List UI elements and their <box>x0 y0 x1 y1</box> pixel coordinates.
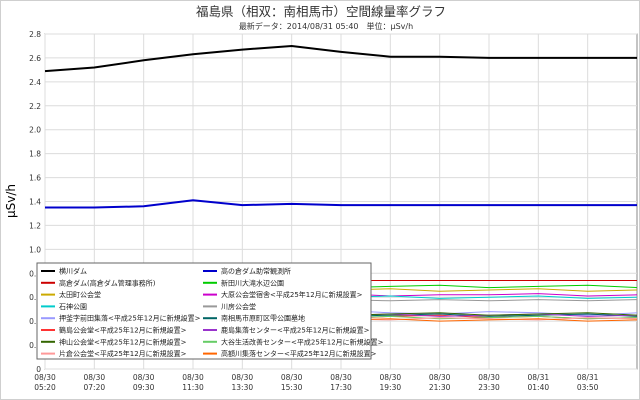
x-axis-ticks: 08/3005:2008/3007:2008/3009:3008/3011:30… <box>34 373 599 392</box>
legend-entry: 太田町公会堂 <box>59 290 101 299</box>
legend-entry: 大原公会堂宿舎<平成25年12月に新規設置> <box>221 290 363 299</box>
x-tick-date: 08/30 <box>84 373 106 382</box>
x-tick-time: 01:40 <box>528 383 550 392</box>
legend-entry: 新田川大滝水辺公園 <box>221 278 284 287</box>
x-tick-date: 08/30 <box>232 373 254 382</box>
x-tick-time: 09:30 <box>133 383 155 392</box>
y-tick-label: 0.2 <box>29 341 41 350</box>
legend-entry: 石神公園 <box>59 302 87 311</box>
x-tick-date: 08/30 <box>429 373 451 382</box>
x-tick-date: 08/30 <box>133 373 155 382</box>
x-tick-date: 08/30 <box>34 373 56 382</box>
y-tick-label: 0.8 <box>29 269 41 278</box>
x-tick-time: 17:30 <box>330 383 352 392</box>
legend-entry: 高の倉ダム助常観測所 <box>221 267 291 276</box>
chart-title: 福島県（相双：南相馬市）空間線量率グラフ <box>196 4 446 19</box>
x-tick-time: 15:30 <box>281 383 303 392</box>
x-tick-time: 07:20 <box>84 383 106 392</box>
y-tick-label: 1.2 <box>29 221 41 230</box>
series-line <box>45 199 637 209</box>
x-tick-time: 11:30 <box>182 383 204 392</box>
x-tick-date: 08/30 <box>478 373 500 382</box>
y-tick-label: 0.6 <box>29 293 41 302</box>
legend-box <box>36 262 372 360</box>
x-tick-date: 08/30 <box>182 373 204 382</box>
legend-entry: 鶴島公会堂<平成25年12月に新規設置> <box>59 326 187 335</box>
y-tick-label: 2.0 <box>29 126 41 135</box>
x-tick-time: 19:30 <box>380 383 402 392</box>
legend-entry: 大谷生活改善センター<平成25年12月に新規設置> <box>221 337 384 346</box>
x-tick-date: 08/30 <box>380 373 402 382</box>
x-tick-time: 21:30 <box>429 383 451 392</box>
y-tick-label: 1.8 <box>29 150 41 159</box>
legend-entry: 神山公会堂<平成25年12月に新規設置> <box>59 337 187 346</box>
legend-entry: 川房公会堂 <box>221 302 256 311</box>
legend-entry: 南相馬市原町区雫公園墓地 <box>221 314 305 323</box>
x-tick-time: 05:20 <box>34 383 56 392</box>
legend-entry: 片倉公会堂<平成25年12月に新規設置> <box>59 349 187 358</box>
y-tick-label: 1.0 <box>29 245 41 254</box>
x-tick-time: 03:50 <box>577 383 599 392</box>
x-tick-date: 08/30 <box>281 373 303 382</box>
legend-entry: 高額川集落センター<平成25年12月に新規設置> <box>221 349 377 358</box>
y-tick-label: 1.6 <box>29 174 41 183</box>
legend-entry: 高倉ダム(高倉ダム管理事務所) <box>59 278 156 287</box>
legend-entry: 押釜字前田集落<平成25年12月に新規設置> <box>59 314 201 323</box>
y-tick-label: 1.4 <box>29 198 41 207</box>
y-axis-ticks: 0 0.2 0.4 0.6 0.8 1.0 1.2 1.4 1.6 1.8 2.0 2.2 2.4 2.6… <box>29 30 41 374</box>
y-tick-label: 2.4 <box>29 78 41 87</box>
y-tick-label: 2.8 <box>29 30 41 39</box>
y-tick-label: 2.6 <box>29 54 41 63</box>
x-tick-date: 08/30 <box>330 373 352 382</box>
chart-subtitle: 最新データ：2014/08/31 05:40 単位：μSv/h <box>239 21 413 31</box>
series-line <box>44 44 637 73</box>
grid-lines <box>44 33 637 370</box>
y-tick-label: 2.2 <box>29 102 41 111</box>
x-tick-time: 23:30 <box>478 383 500 392</box>
legend-entry: 横川ダム <box>59 267 87 276</box>
legend-entry: 鹿島集落センター<平成25年12月に新規設置> <box>221 326 370 335</box>
y-tick-label: 0.4 <box>29 317 41 326</box>
x-tick-date: 08/31 <box>577 373 599 382</box>
x-tick-time: 13:30 <box>232 383 254 392</box>
y-tick-label: 0 <box>36 365 41 374</box>
x-tick-date: 08/31 <box>528 373 550 382</box>
y-axis-label: μSv/h <box>4 184 18 218</box>
